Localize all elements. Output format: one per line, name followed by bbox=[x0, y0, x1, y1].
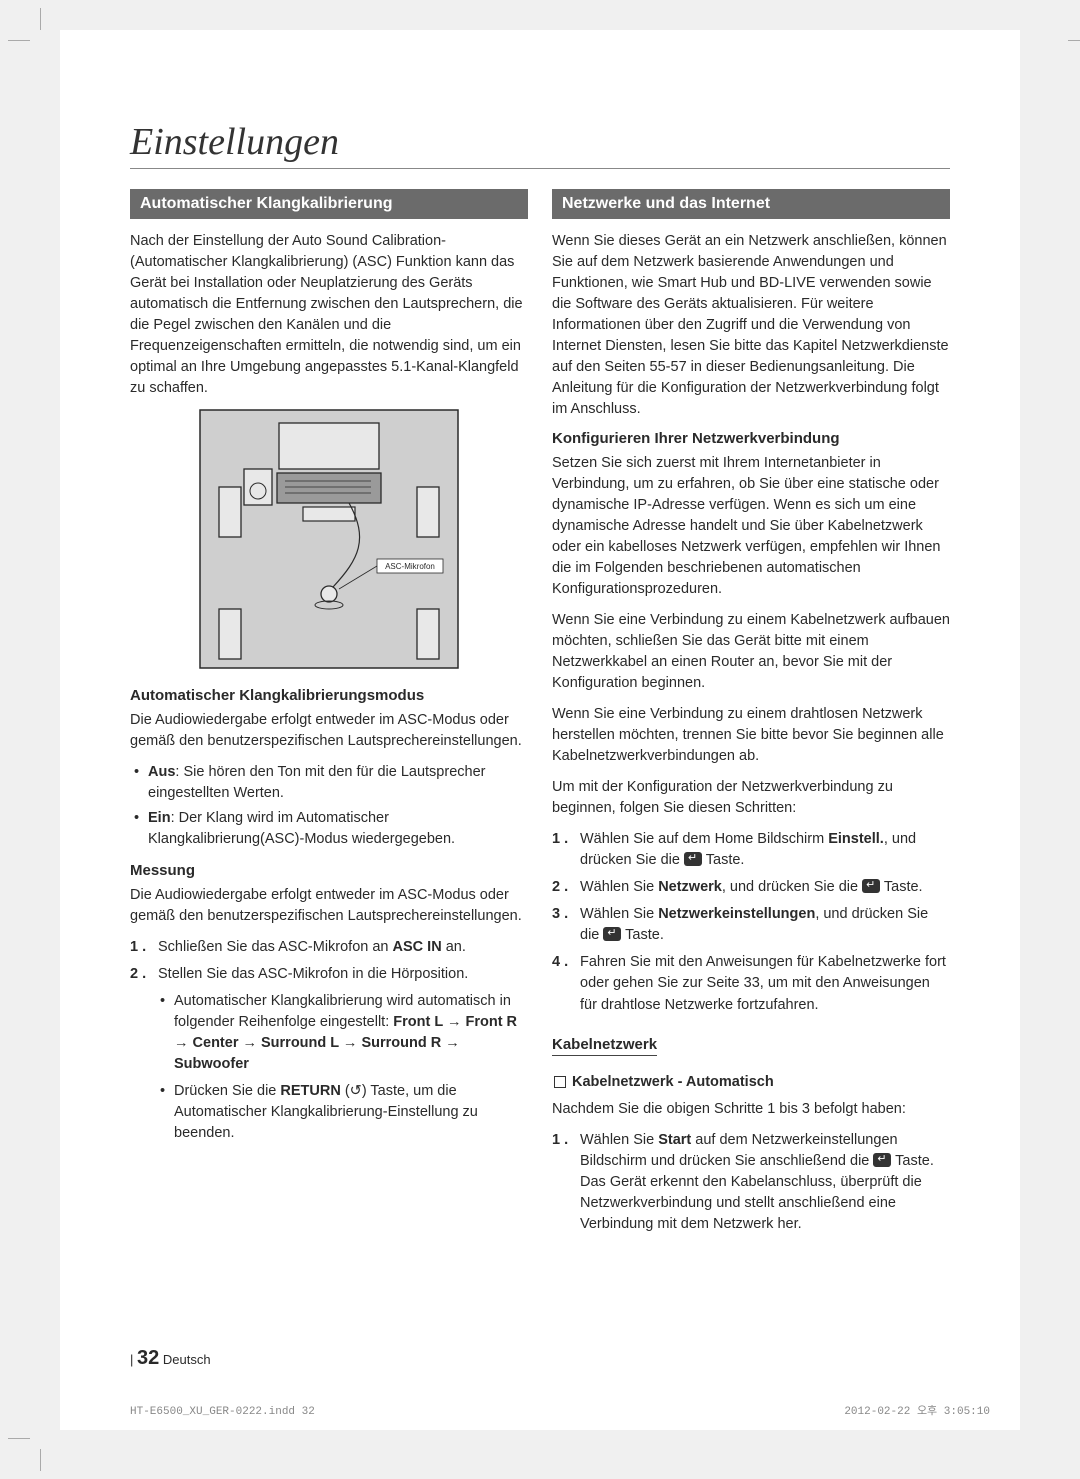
left-intro: Nach der Einstellung der Auto Sound Cali… bbox=[130, 231, 528, 399]
config-steps: Wählen Sie auf dem Home Bildschirm Einst… bbox=[552, 829, 950, 1015]
config-p4: Um mit der Konfiguration der Netzwerkver… bbox=[552, 777, 950, 819]
page-title: Einstellungen bbox=[130, 120, 950, 169]
measure-heading: Messung bbox=[130, 862, 528, 879]
page-number: 32 bbox=[137, 1347, 159, 1369]
measure-sub-list: Automatischer Klangkalibrierung wird aut… bbox=[158, 991, 528, 1144]
config-p1: Setzen Sie sich zuerst mit Ihrem Interne… bbox=[552, 453, 950, 600]
two-column-layout: Automatischer Klangkalibrierung Nach der… bbox=[130, 189, 950, 1247]
enter-icon bbox=[873, 1153, 891, 1167]
mode-list: Aus: Sie hören den Ton mit den für die L… bbox=[130, 762, 528, 850]
wired-heading: Kabelnetzwerk bbox=[552, 1036, 657, 1056]
wired-steps: Wählen Sie Start auf dem Netzwerkeinstel… bbox=[552, 1130, 950, 1235]
config-p3: Wenn Sie eine Verbindung zu einem drahtl… bbox=[552, 704, 950, 767]
page-language: Deutsch bbox=[163, 1352, 211, 1367]
diagram-mic-label: ASC-Mikrofon bbox=[385, 562, 435, 571]
list-item: Wählen Sie Start auf dem Netzwerkeinstel… bbox=[552, 1130, 950, 1235]
right-intro: Wenn Sie dieses Gerät an ein Netzwerk an… bbox=[552, 231, 950, 420]
mode-heading: Automatischer Klangkalibrierungsmodus bbox=[130, 687, 528, 704]
config-heading: Konfigurieren Ihrer Netzwerkverbindung bbox=[552, 430, 950, 447]
list-item: Schließen Sie das ASC-Mikrofon an ASC IN… bbox=[130, 937, 528, 958]
print-file-label: HT-E6500_XU_GER-0222.indd 32 bbox=[130, 1406, 315, 1418]
list-item: Automatischer Klangkalibrierung wird aut… bbox=[158, 991, 528, 1075]
list-item: Stellen Sie das ASC-Mikrofon in die Hörp… bbox=[130, 964, 528, 1144]
right-column: Netzwerke und das Internet Wenn Sie dies… bbox=[552, 189, 950, 1247]
enter-icon bbox=[603, 927, 621, 941]
list-item: Wählen Sie Netzwerk, und drücken Sie die… bbox=[552, 877, 950, 898]
page-footer: | 32 Deutsch bbox=[130, 1347, 211, 1370]
print-timestamp: 2012-02-22 오후 3:05:10 bbox=[844, 1402, 990, 1418]
list-item: Wählen Sie Netzwerkeinstellungen, und dr… bbox=[552, 904, 950, 946]
section-heading-left: Automatischer Klangkalibrierung bbox=[130, 189, 528, 219]
wired-intro: Nachdem Sie die obigen Schritte 1 bis 3 … bbox=[552, 1099, 950, 1120]
list-item: Wählen Sie auf dem Home Bildschirm Einst… bbox=[552, 829, 950, 871]
mode-intro: Die Audiowiedergabe erfolgt entweder im … bbox=[130, 710, 528, 752]
config-p2: Wenn Sie eine Verbindung zu einem Kabeln… bbox=[552, 610, 950, 694]
section-heading-right: Netzwerke und das Internet bbox=[552, 189, 950, 219]
manual-page: Einstellungen Automatischer Klangkalibri… bbox=[60, 30, 1020, 1430]
list-item: Fahren Sie mit den Anweisungen für Kabel… bbox=[552, 952, 950, 1015]
wired-sub-heading: Kabelnetzwerk - Automatisch bbox=[552, 1072, 950, 1093]
left-column: Automatischer Klangkalibrierung Nach der… bbox=[130, 189, 528, 1247]
asc-setup-diagram: ASC-Mikrofon bbox=[199, 409, 459, 669]
list-item: Ein: Der Klang wird im Automatischer Kla… bbox=[130, 808, 528, 850]
enter-icon bbox=[862, 879, 880, 893]
enter-icon bbox=[684, 852, 702, 866]
measure-steps: Schließen Sie das ASC-Mikrofon an ASC IN… bbox=[130, 937, 528, 1144]
list-item: Drücken Sie die RETURN (↺) Taste, um die… bbox=[158, 1081, 528, 1144]
measure-intro: Die Audiowiedergabe erfolgt entweder im … bbox=[130, 885, 528, 927]
list-item: Aus: Sie hören den Ton mit den für die L… bbox=[130, 762, 528, 804]
